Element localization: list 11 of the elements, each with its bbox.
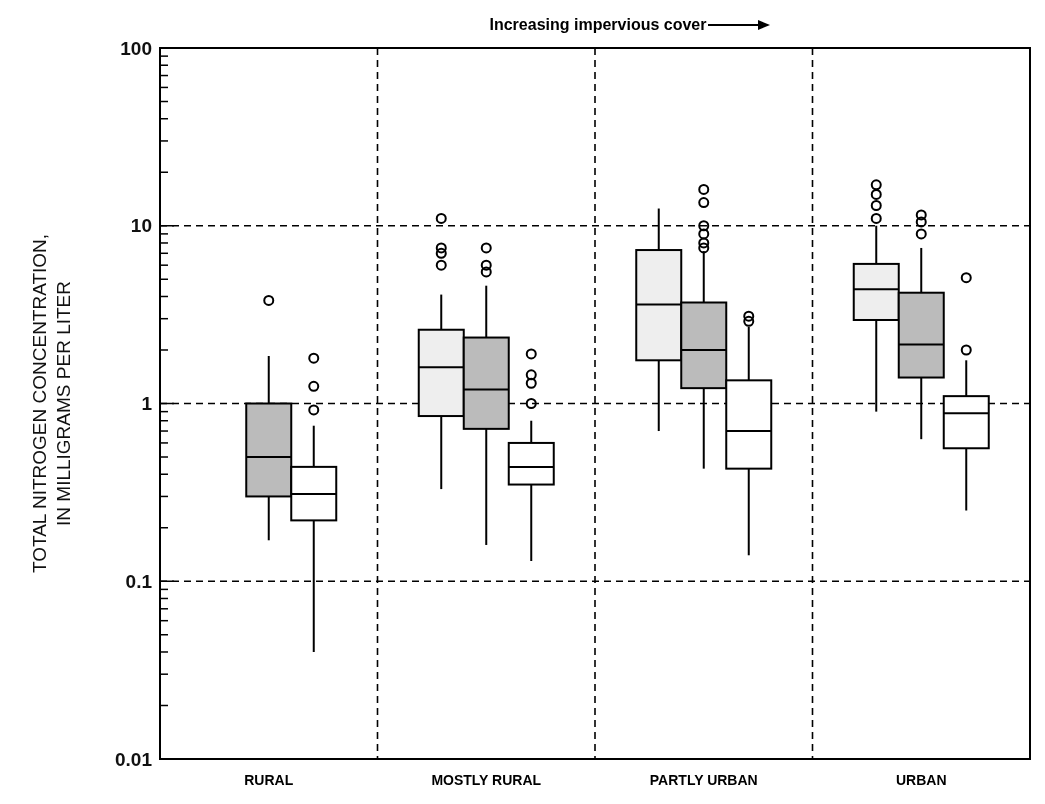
y-tick-label: 10 xyxy=(130,215,152,237)
y-tick-label: 1 xyxy=(141,393,153,415)
y-tick-label: 0.01 xyxy=(115,748,153,770)
y-tick-label: 0.1 xyxy=(125,570,153,592)
y-axis-title: TOTAL NITROGEN CONCENTRATION, IN MILLIGRAMS PER LITER xyxy=(29,233,74,574)
chart-title: Increasing impervious cover xyxy=(489,16,707,33)
x-tick-label: URBAN xyxy=(895,772,947,788)
y-tick-label: 100 xyxy=(120,37,152,59)
x-tick-label: MOSTLY RURAL xyxy=(431,772,542,788)
x-tick-label: PARTLY URBAN xyxy=(649,772,758,788)
x-tick-label: RURAL xyxy=(244,772,294,788)
